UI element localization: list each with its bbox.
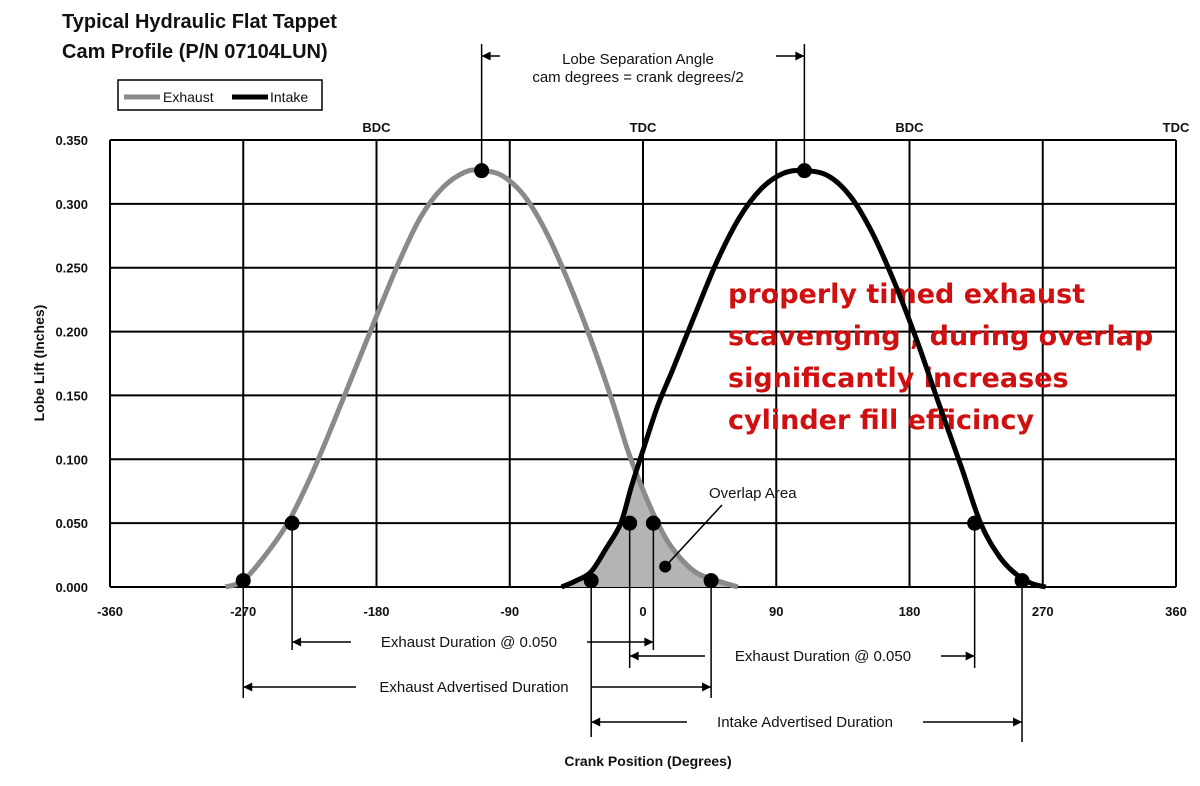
top-marker-label: TDC bbox=[1163, 120, 1190, 135]
exhaust-duration-050-a-arrow-right bbox=[644, 637, 654, 647]
y-tick-label: 0.150 bbox=[55, 388, 88, 403]
overlap-area-label: Overlap Area bbox=[709, 485, 797, 502]
x-tick-label: 0 bbox=[639, 604, 646, 619]
plot-grid bbox=[109, 139, 1177, 588]
intake-advertised-duration-label: Intake Advertised Duration bbox=[717, 714, 893, 731]
exhaust-duration-050-b-arrow-right bbox=[965, 651, 975, 661]
y-tick-label: 0.250 bbox=[55, 261, 88, 276]
chart-title-line-2: Cam Profile (P/N 07104LUN) bbox=[62, 41, 328, 63]
intake-advertised-duration-arrow-left bbox=[591, 717, 601, 727]
lobe-separation-arrow-right bbox=[795, 51, 805, 61]
x-tick-label: -90 bbox=[500, 604, 519, 619]
y-tick-label: 0.350 bbox=[55, 133, 88, 148]
overlap-area-leader bbox=[664, 504, 723, 568]
exhaust-advertised-duration-arrow-left bbox=[243, 682, 253, 692]
exhaust-duration-050-a-label: Exhaust Duration @ 0.050 bbox=[381, 634, 557, 651]
x-tick-label: -180 bbox=[363, 604, 389, 619]
exhaust-duration-050-a-arrow-left bbox=[292, 637, 302, 647]
series-line-intake bbox=[560, 167, 1047, 590]
legend-label-exhaust: Exhaust bbox=[163, 89, 214, 105]
annotation-line-4: cylinder fill efficincy bbox=[728, 405, 1035, 436]
x-tick-label: -360 bbox=[97, 604, 123, 619]
y-tick-label: 0.300 bbox=[55, 197, 88, 212]
exhaust-advertised-duration-label: Exhaust Advertised Duration bbox=[379, 679, 568, 696]
y-axis-label: Lobe Lift (Inches) bbox=[31, 305, 47, 422]
y-tick-label: 0.000 bbox=[55, 580, 88, 595]
overlap-area-fill bbox=[561, 473, 738, 587]
annotation-line-3: significantly increases bbox=[728, 363, 1069, 394]
top-marker-label: TDC bbox=[630, 120, 657, 135]
top-marker-label: BDC bbox=[895, 120, 924, 135]
y-tick-label: 0.200 bbox=[55, 325, 88, 340]
x-tick-label: 360 bbox=[1165, 604, 1187, 619]
lobe-separation-label-line-1: Lobe Separation Angle bbox=[562, 51, 714, 68]
series-line-exhaust bbox=[224, 167, 739, 590]
x-tick-label: 270 bbox=[1032, 604, 1054, 619]
exhaust-duration-050-b-label: Exhaust Duration @ 0.050 bbox=[735, 648, 911, 665]
y-tick-label: 0.050 bbox=[55, 516, 88, 531]
annotation-line-2: scavenging , during overlap bbox=[728, 321, 1153, 352]
exhaust-duration-050-b-arrow-left bbox=[629, 651, 639, 661]
top-marker-label: BDC bbox=[362, 120, 391, 135]
lobe-separation-arrow-left bbox=[481, 51, 491, 61]
exhaust-advertised-duration-arrow-right bbox=[702, 682, 712, 692]
annotation-line-1: properly timed exhaust bbox=[728, 279, 1085, 310]
lobe-separation-label-line-2: cam degrees = crank degrees/2 bbox=[532, 69, 743, 86]
intake-advertised-duration-arrow-right bbox=[1013, 717, 1023, 727]
chart-title-line-1: Typical Hydraulic Flat Tappet bbox=[62, 11, 337, 33]
legend: Exhaust Intake bbox=[117, 79, 323, 111]
x-tick-label: 180 bbox=[899, 604, 921, 619]
x-axis-label: Crank Position (Degrees) bbox=[564, 753, 731, 769]
y-tick-label: 0.100 bbox=[55, 452, 88, 467]
legend-label-intake: Intake bbox=[270, 89, 308, 105]
x-tick-label: 90 bbox=[769, 604, 783, 619]
